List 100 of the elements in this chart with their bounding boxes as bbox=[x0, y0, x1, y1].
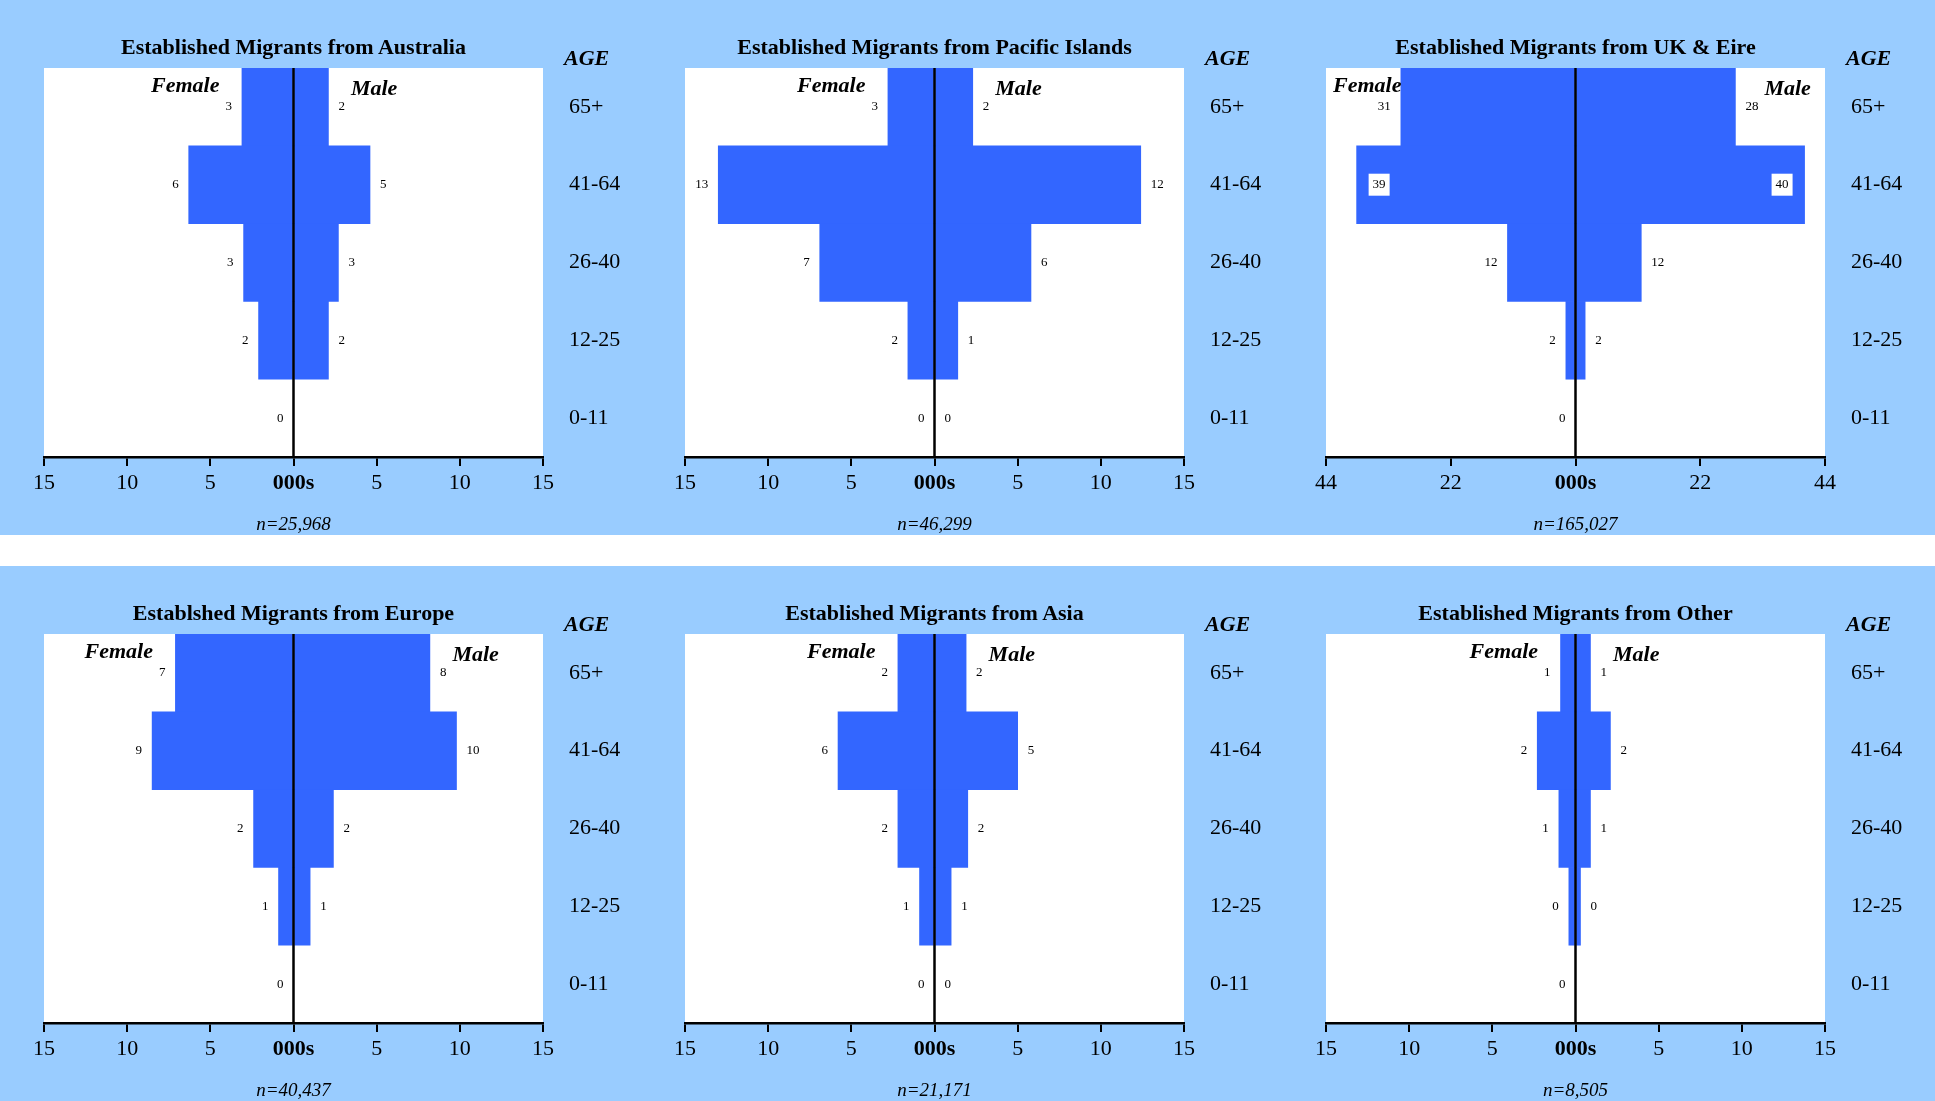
x-tick-label: 15 bbox=[1315, 1034, 1337, 1060]
data-label: 2 bbox=[977, 819, 985, 835]
x-tick-label: 5 bbox=[371, 1034, 383, 1060]
data-label: 0 bbox=[277, 409, 284, 425]
data-label: 2 bbox=[1549, 331, 1556, 347]
x-tick-label: 10 bbox=[1398, 1034, 1421, 1060]
x-tick-label: 22 bbox=[1439, 468, 1462, 494]
text: n=8,505 bbox=[1542, 1079, 1609, 1100]
x-tick-label: 000s bbox=[272, 468, 315, 494]
series-label: Female bbox=[1331, 72, 1402, 97]
x-tick-label: 15 bbox=[674, 1034, 696, 1060]
data-label: 6 bbox=[1040, 253, 1048, 269]
x-tick-label: 15 bbox=[1814, 1034, 1836, 1060]
y-tick-label: 0-11 bbox=[1851, 969, 1891, 995]
series-label: Male bbox=[1611, 641, 1660, 666]
data-label: 1 bbox=[1600, 664, 1607, 680]
data-label: 0 bbox=[1559, 975, 1566, 991]
data-label: 2 bbox=[343, 819, 350, 835]
x-tick-label: 15 bbox=[1173, 1034, 1195, 1060]
x-tick-label: 10 bbox=[1730, 1034, 1753, 1060]
y-tick-label: 41-64 bbox=[1851, 170, 1903, 196]
data-label: 3 bbox=[227, 253, 234, 269]
data-label: 2 bbox=[338, 331, 345, 347]
y-tick-label: 65+ bbox=[569, 92, 604, 118]
chart-title: Established Migrants from UK & Eire bbox=[1395, 34, 1756, 59]
x-tick-label: 10 bbox=[1089, 1034, 1112, 1060]
data-label: 0 bbox=[918, 409, 925, 425]
data-label: 1 bbox=[967, 331, 975, 347]
x-tick-label: 15 bbox=[1173, 468, 1195, 494]
series-label: Female bbox=[1468, 638, 1539, 663]
x-tick-label: 000s bbox=[1554, 468, 1597, 494]
y-tick-label: 26-40 bbox=[569, 814, 621, 840]
chart-title: Established Migrants from Australia bbox=[121, 34, 466, 59]
y-tick-label: 41-64 bbox=[1210, 736, 1262, 762]
text: n=25,968 bbox=[256, 513, 332, 534]
data-label: 1 bbox=[1544, 664, 1551, 680]
x-tick-label: 5 bbox=[204, 1034, 216, 1060]
data-label: 40 bbox=[1775, 176, 1789, 192]
text: n=46,299 bbox=[897, 513, 973, 534]
x-tick-label: 5 bbox=[1653, 1034, 1665, 1060]
x-tick-label: 10 bbox=[116, 1034, 139, 1060]
x-tick-label: 5 bbox=[845, 468, 857, 494]
y-axis-title: AGE bbox=[562, 45, 610, 70]
y-tick-label: 65+ bbox=[1210, 92, 1245, 118]
data-label: 3 bbox=[871, 98, 878, 114]
data-label: 1 bbox=[903, 897, 910, 913]
data-label: 10 bbox=[466, 742, 480, 758]
data-label: 2 bbox=[1595, 331, 1602, 347]
data-label: 6 bbox=[172, 176, 180, 192]
x-tick-label: 10 bbox=[757, 468, 780, 494]
data-label: 31 bbox=[1377, 98, 1391, 114]
chart-title: Established Migrants from Pacific Islands bbox=[737, 34, 1133, 59]
data-label: 1 bbox=[1542, 819, 1549, 835]
data-label: 28 bbox=[1745, 98, 1759, 114]
y-tick-label: 65+ bbox=[1851, 658, 1886, 684]
data-label: 0 bbox=[918, 975, 925, 991]
y-tick-label: 65+ bbox=[1851, 92, 1886, 118]
y-tick-label: 26-40 bbox=[569, 248, 621, 274]
data-label: 2 bbox=[338, 98, 345, 114]
x-tick-label: 10 bbox=[116, 468, 139, 494]
x-tick-label: 10 bbox=[448, 468, 471, 494]
data-label: 3 bbox=[348, 253, 355, 269]
data-label: 0 bbox=[1590, 897, 1597, 913]
data-label: 7 bbox=[803, 253, 811, 269]
y-tick-label: 0-11 bbox=[1851, 403, 1891, 429]
series-label: Female bbox=[805, 638, 876, 663]
y-axis-title: AGE bbox=[1844, 45, 1892, 70]
x-tick-label: 5 bbox=[371, 468, 383, 494]
y-tick-label: 65+ bbox=[569, 658, 604, 684]
chart-title: Establshed Migrants from Europe bbox=[132, 600, 455, 625]
data-label: 7 bbox=[158, 664, 166, 680]
x-tick-label: 10 bbox=[1089, 468, 1112, 494]
y-tick-label: 0-11 bbox=[1210, 969, 1250, 995]
y-tick-label: 0-11 bbox=[569, 403, 609, 429]
data-label: 0 bbox=[944, 975, 951, 991]
data-label: 2 bbox=[982, 98, 990, 114]
data-label: 9 bbox=[135, 742, 143, 758]
x-tick-label: 000s bbox=[913, 468, 956, 494]
data-label: 1 bbox=[320, 897, 327, 913]
x-tick-label: 000s bbox=[272, 1034, 315, 1060]
x-tick-label: 5 bbox=[1486, 1034, 1498, 1060]
x-tick-label: 15 bbox=[33, 468, 55, 494]
data-label: 12 bbox=[1484, 253, 1498, 269]
y-tick-label: 12-25 bbox=[569, 892, 621, 918]
y-tick-label: 41-64 bbox=[569, 736, 621, 762]
data-label: 5 bbox=[1027, 742, 1035, 758]
x-tick-label: 15 bbox=[532, 468, 554, 494]
y-axis-title: AGE bbox=[1844, 611, 1892, 636]
series-label: Male bbox=[1763, 75, 1812, 100]
y-tick-label: 12-25 bbox=[1851, 892, 1903, 918]
data-label: 2 bbox=[1520, 742, 1528, 758]
data-label: 2 bbox=[976, 664, 983, 680]
x-tick-label: 5 bbox=[1012, 468, 1024, 494]
x-tick-label: 10 bbox=[757, 1034, 780, 1060]
y-tick-label: 41-64 bbox=[1851, 736, 1903, 762]
y-tick-label: 41-64 bbox=[1210, 170, 1262, 196]
y-tick-label: 26-40 bbox=[1851, 248, 1903, 274]
series-label: Female bbox=[150, 72, 220, 97]
data-label: 1 bbox=[961, 897, 968, 913]
x-tick-label: 15 bbox=[532, 1034, 554, 1060]
